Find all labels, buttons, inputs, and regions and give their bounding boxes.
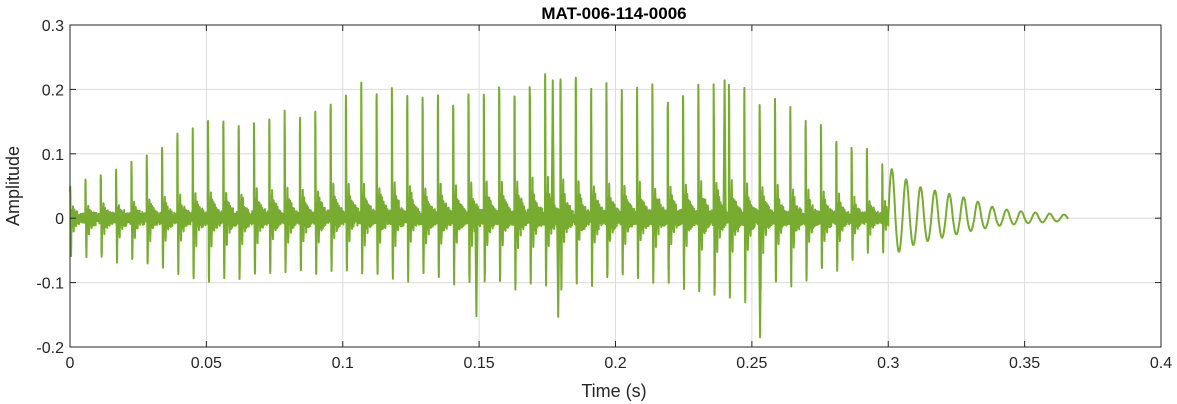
x-tick-label: 0.15 xyxy=(464,355,495,372)
ticks: 0 0.05 0.1 0.15 0.2 0.25 0.3 0.35 0.4 -0.2 -0.1 0 0.… xyxy=(36,18,1172,372)
y-tick-label: -0.1 xyxy=(36,276,64,293)
x-tick-label: 0.3 xyxy=(877,355,899,372)
waveform-series-line xyxy=(69,73,1070,339)
chart-title: MAT-006-114-0006 xyxy=(541,4,686,23)
y-axis-label: Amplitude xyxy=(3,146,23,226)
x-tick-label: 0.2 xyxy=(604,355,626,372)
y-tick-label: 0.2 xyxy=(42,82,64,99)
y-tick-label: -0.2 xyxy=(36,340,64,357)
y-tick-label: 0.3 xyxy=(42,18,64,35)
x-tick-label: 0.35 xyxy=(1009,355,1040,372)
x-tick-label: 0 xyxy=(66,355,75,372)
x-axis-label: Time (s) xyxy=(581,381,646,401)
x-tick-label: 0.05 xyxy=(191,355,222,372)
signal-layer xyxy=(69,73,1070,339)
y-tick-label: 0.1 xyxy=(42,147,64,164)
x-tick-label: 0.1 xyxy=(332,355,354,372)
x-tick-label: 0.25 xyxy=(736,355,767,372)
y-tick-label: 0 xyxy=(55,211,64,228)
x-tick-label: 0.4 xyxy=(1150,355,1172,372)
